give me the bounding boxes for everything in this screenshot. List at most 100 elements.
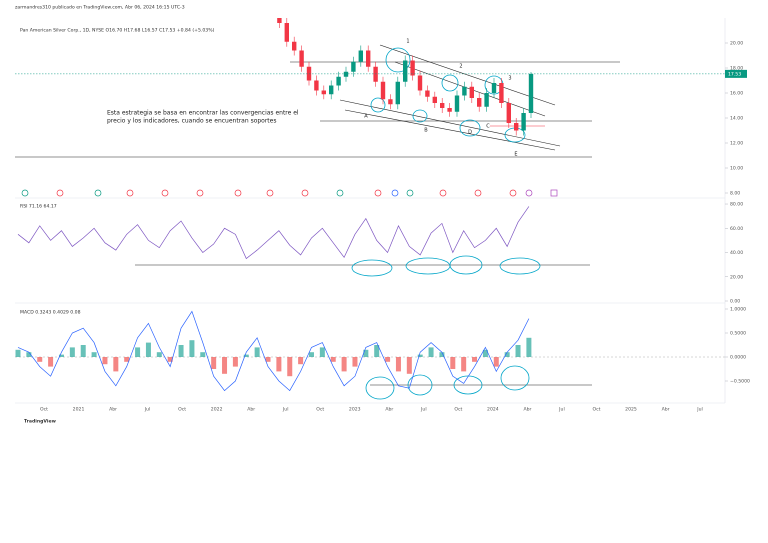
- event-icon: [336, 189, 344, 197]
- macd-histogram-bar: [493, 357, 499, 367]
- x-tick-label: Oct: [316, 407, 324, 413]
- candle-body: [440, 103, 445, 108]
- y-tick-label: −0.5000: [730, 379, 750, 385]
- macd-histogram-bar: [330, 357, 336, 362]
- y-tick-label: 16.00: [730, 91, 743, 97]
- candle-body: [292, 41, 297, 51]
- x-tick-label: Abr: [109, 407, 117, 413]
- candle-body: [521, 113, 526, 131]
- candle-body: [447, 108, 452, 112]
- macd-histogram-bar: [222, 357, 228, 374]
- candle-body: [395, 81, 400, 105]
- y-tick-label: 1.0000: [730, 307, 746, 313]
- rsi-legend: RSI 71.16 64.17: [20, 204, 57, 210]
- macd-histogram-bar: [135, 347, 141, 357]
- x-tick-label: 2021: [73, 407, 85, 413]
- drawing-label: D: [468, 130, 472, 136]
- event-icon: [301, 189, 309, 197]
- macd-histogram-bar: [374, 345, 380, 357]
- candle-body: [462, 86, 467, 96]
- y-tick-label: 20.00: [730, 274, 743, 280]
- x-tick-label: Jul: [696, 407, 703, 413]
- event-icon: [391, 189, 399, 197]
- macd-histogram-bar: [439, 352, 445, 357]
- macd-histogram-bar: [91, 352, 97, 357]
- macd-histogram-bar: [178, 345, 184, 357]
- y-tick-label: 12.00: [730, 141, 743, 147]
- candle-body: [469, 86, 474, 98]
- x-tick-label: Jul: [144, 407, 151, 413]
- rsi-line: [17, 206, 530, 260]
- circle: [351, 259, 393, 277]
- x-tick-label: Oct: [178, 407, 186, 413]
- circle: [449, 255, 483, 275]
- candle-body: [410, 60, 415, 76]
- candle-body: [506, 103, 511, 123]
- candle-body: [284, 23, 289, 42]
- x-tick-label: 2024: [487, 407, 499, 413]
- circle: [499, 257, 541, 275]
- y-tick-label: 10.00: [730, 166, 743, 172]
- candle-body: [314, 80, 319, 91]
- macd-histogram-bar: [69, 347, 75, 357]
- candle-body: [388, 99, 393, 105]
- event-icon: [161, 189, 169, 197]
- candle-body: [484, 93, 489, 107]
- candle-body: [499, 83, 504, 103]
- y-tick-label: 18.00: [730, 66, 743, 72]
- x-tick-label: 2022: [211, 407, 223, 413]
- event-icon: [439, 189, 447, 197]
- macd-histogram-bar: [515, 345, 521, 357]
- event-icon: [509, 189, 517, 197]
- macd-histogram-bar: [417, 354, 423, 357]
- footer-logo: TradingView: [24, 419, 57, 425]
- candle-body: [277, 18, 282, 23]
- event-icon: [126, 189, 134, 197]
- circle: [407, 374, 433, 396]
- x-tick-label: Abr: [523, 407, 531, 413]
- x-tick-label: Jul: [420, 407, 427, 413]
- published-line: zarmandres310 publicado en TradingView.c…: [15, 5, 185, 11]
- macd-histogram-bar: [26, 352, 32, 357]
- circle: [453, 375, 483, 395]
- macd-histogram-bar: [167, 357, 173, 362]
- event-icon: [234, 189, 242, 197]
- x-tick-label: Oct: [40, 407, 48, 413]
- macd-histogram-bar: [189, 340, 195, 357]
- macd-histogram-bar: [385, 357, 391, 362]
- macd-histogram-bar: [341, 357, 347, 372]
- candle-body: [373, 66, 378, 82]
- macd-histogram-bar: [15, 349, 21, 357]
- candle-body: [425, 90, 430, 97]
- circle: [459, 119, 481, 137]
- macd-histogram-bar: [526, 337, 532, 357]
- macd-histogram-bar: [461, 357, 467, 372]
- event-icons: [21, 189, 558, 197]
- macd-histogram-bar: [319, 347, 325, 357]
- macd-histogram-bar: [298, 357, 304, 365]
- event-icon: [550, 189, 558, 197]
- drawing-label: A: [364, 114, 368, 120]
- price-legend: Pan American Silver Corp., 1D, NYSE O16.…: [20, 28, 215, 34]
- candle-body: [351, 61, 356, 72]
- circle: [412, 109, 428, 123]
- candle-body: [366, 50, 371, 67]
- candles: [277, 18, 534, 136]
- macd-histogram-bar: [428, 347, 434, 357]
- x-tick-label: Jul: [558, 407, 565, 413]
- macd-histogram-bar: [113, 357, 119, 372]
- macd-histogram-bar: [482, 349, 488, 357]
- annotation-line: precio y los indicadores, cuando se encu…: [107, 118, 276, 125]
- macd-histogram-bar: [254, 347, 260, 357]
- macd-histogram-bar: [406, 357, 412, 374]
- macd-histogram-bar: [37, 357, 43, 362]
- x-tick-label: Abr: [385, 407, 393, 413]
- trend-line: [344, 109, 556, 151]
- event-icon: [474, 189, 482, 197]
- event-icon: [525, 189, 533, 197]
- macd-histogram-bar: [276, 357, 282, 372]
- y-tick-label: 0.0000: [730, 355, 746, 361]
- macd-histogram-bar: [102, 357, 108, 365]
- drawings: [15, 44, 620, 386]
